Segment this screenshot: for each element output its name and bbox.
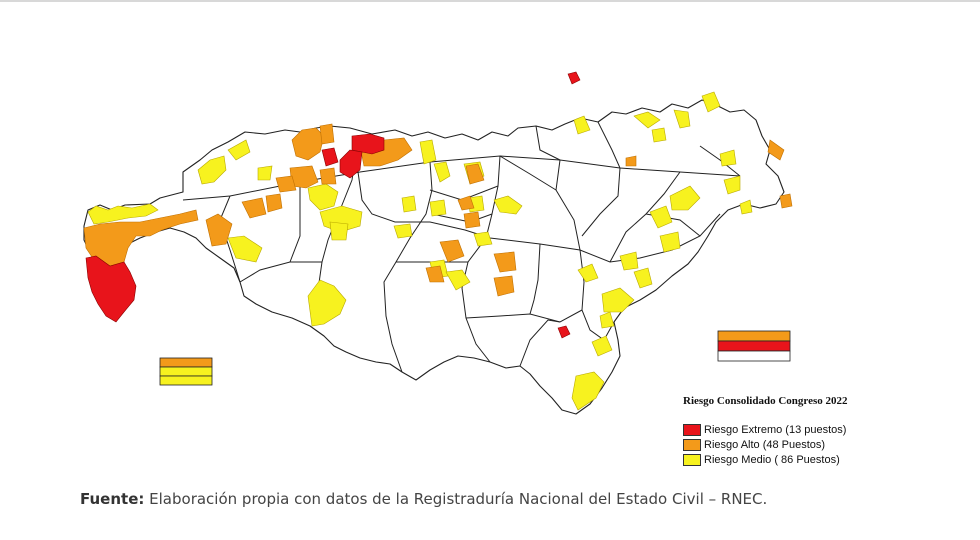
legend-swatch-medium bbox=[683, 453, 701, 466]
legend-item-high: Riesgo Alto (48 Puestos) bbox=[683, 438, 923, 451]
source-caption: Fuente: Elaboración propia con datos de … bbox=[80, 490, 767, 508]
legend-title: Riesgo Consolidado Congreso 2022 bbox=[683, 395, 848, 407]
legend-label-medium: Riesgo Medio ( 86 Puestos) bbox=[704, 453, 840, 466]
source-text: Elaboración propia con datos de la Regis… bbox=[149, 490, 768, 508]
map-bar-symbol-extreme bbox=[717, 330, 791, 362]
legend-item-extreme: Riesgo Extremo (13 puestos) bbox=[683, 423, 923, 436]
legend-swatch-extreme bbox=[683, 423, 701, 436]
risk-high-areas bbox=[83, 123, 793, 297]
map-legend: Riesgo Consolidado Congreso 2022 Riesgo … bbox=[683, 395, 923, 468]
legend-item-medium: Riesgo Medio ( 86 Puestos) bbox=[683, 453, 923, 466]
legend-swatch-high bbox=[683, 438, 701, 451]
source-label: Fuente: bbox=[80, 490, 145, 508]
legend-label-extreme: Riesgo Extremo (13 puestos) bbox=[704, 423, 847, 436]
risk-extreme-areas bbox=[85, 71, 581, 339]
legend-label-high: Riesgo Alto (48 Puestos) bbox=[704, 438, 826, 451]
map-bar-symbol-high bbox=[159, 357, 213, 386]
risk-medium-areas bbox=[87, 91, 753, 411]
top-divider bbox=[0, 0, 980, 2]
